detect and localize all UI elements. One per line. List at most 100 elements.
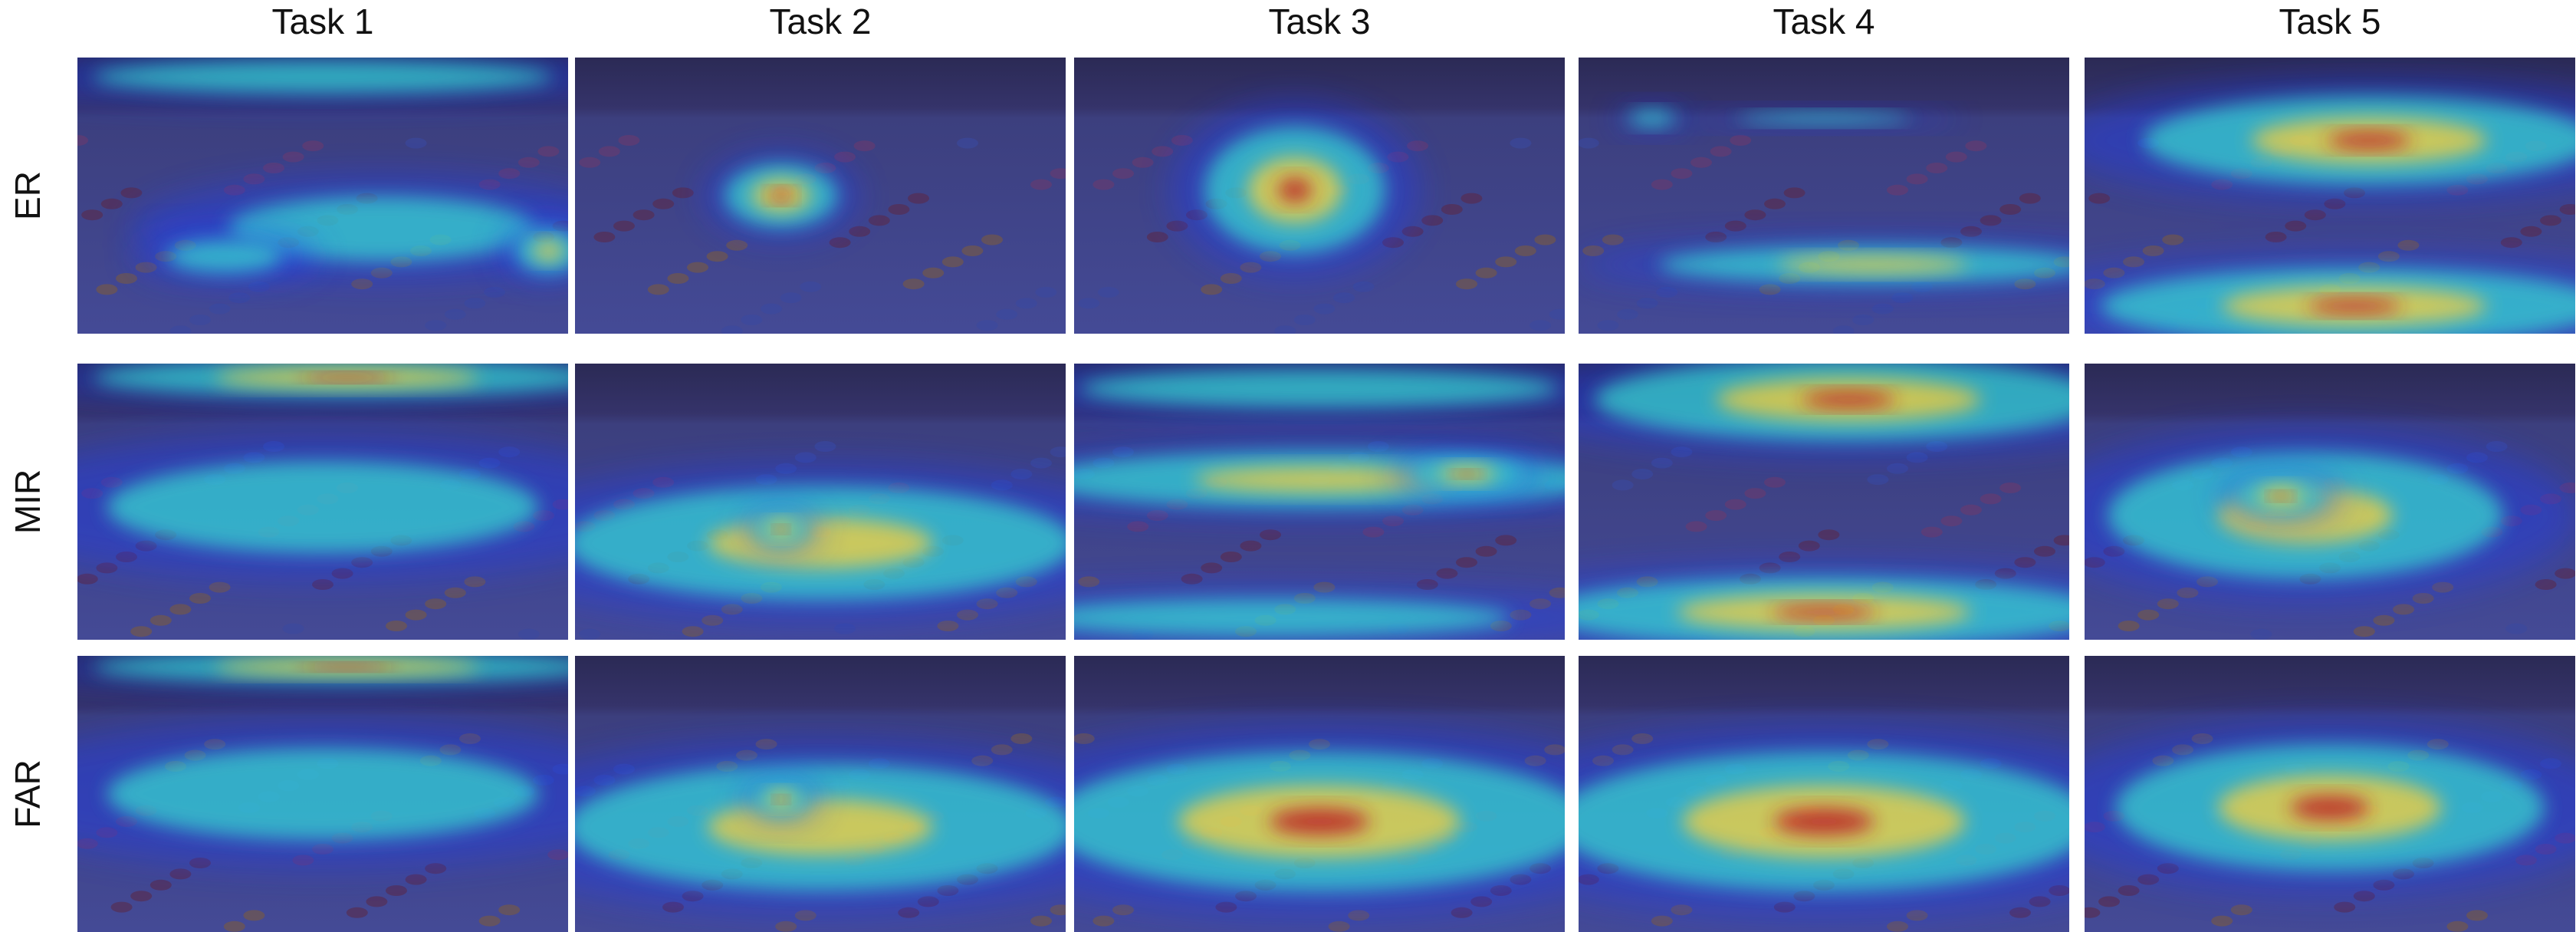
heatmap-image xyxy=(1579,656,2069,932)
toy-car xyxy=(1293,315,1316,325)
heat-overlay xyxy=(77,58,568,283)
toy-car xyxy=(1092,915,1115,927)
heat-blob xyxy=(300,374,395,381)
toy-car xyxy=(1475,545,1497,557)
row-label: FAR xyxy=(8,759,48,828)
toy-car xyxy=(726,239,748,251)
toy-car xyxy=(1127,521,1149,532)
toy-car xyxy=(1171,135,1193,146)
toy-car xyxy=(1617,308,1638,320)
toy-car xyxy=(547,849,568,861)
toy-car xyxy=(1475,267,1497,278)
toy-car xyxy=(618,135,640,146)
toy-car xyxy=(1050,904,1066,916)
toy-car xyxy=(1050,446,1066,458)
toy-car xyxy=(1960,504,1982,515)
toy-car xyxy=(282,151,304,163)
heat-blob xyxy=(533,241,564,261)
heat-overlay xyxy=(1074,724,1565,919)
toy-car xyxy=(1015,298,1037,309)
toy-car xyxy=(1352,281,1375,292)
toy-car xyxy=(1456,278,1477,290)
toy-car xyxy=(1744,209,1766,221)
toy-car xyxy=(1549,308,1565,320)
toy-car xyxy=(1891,292,1914,304)
heatmap-image xyxy=(77,656,568,932)
toy-car xyxy=(444,308,466,320)
toy-car xyxy=(2211,915,2233,927)
toy-car xyxy=(672,187,694,199)
toy-car xyxy=(2230,904,2252,916)
toy-car xyxy=(77,573,98,585)
column-header: Task 3 xyxy=(1269,2,1371,41)
toy-car xyxy=(2034,545,2055,557)
toy-car xyxy=(405,137,427,149)
toy-car xyxy=(1597,320,1619,331)
toy-car xyxy=(1887,184,1908,196)
toy-car xyxy=(120,187,143,199)
toy-car xyxy=(593,232,616,242)
toy-car xyxy=(1651,915,1673,927)
toy-car xyxy=(2334,901,2356,913)
toy-car xyxy=(2009,907,2031,918)
toy-car xyxy=(518,156,540,168)
toy-car xyxy=(1362,526,1385,538)
toy-car xyxy=(1852,315,1875,325)
heatmap-image xyxy=(2085,364,2575,640)
toy-car xyxy=(2520,226,2542,237)
toy-car xyxy=(169,325,192,334)
toy-car xyxy=(263,163,284,173)
toy-car xyxy=(100,198,123,209)
heat-overlay xyxy=(2085,719,2575,897)
toy-car xyxy=(1705,510,1727,521)
toy-car xyxy=(1798,540,1820,552)
toy-car xyxy=(849,226,871,237)
toy-car xyxy=(579,628,601,640)
toy-car xyxy=(613,220,635,232)
heatmap-image xyxy=(575,364,1066,640)
toy-car xyxy=(1495,535,1517,546)
toy-car xyxy=(2535,579,2557,590)
toy-car xyxy=(189,315,211,325)
toy-car xyxy=(96,284,118,295)
toy-car xyxy=(941,256,964,268)
toy-car xyxy=(761,303,782,315)
toy-car xyxy=(518,628,540,640)
toy-car xyxy=(2019,193,2041,204)
toy-car xyxy=(346,907,368,918)
heat-blob xyxy=(2272,492,2289,500)
heatmap-image xyxy=(1074,656,1565,932)
heat-blob xyxy=(1269,809,1370,835)
toy-car xyxy=(853,140,876,152)
toy-car xyxy=(1636,298,1658,309)
toy-car xyxy=(425,320,447,331)
heat-blob xyxy=(708,517,933,569)
toy-car xyxy=(243,910,265,921)
toy-car xyxy=(1906,173,1928,185)
toy-car xyxy=(425,863,447,874)
toy-car xyxy=(1779,552,1801,562)
toy-car xyxy=(2373,614,2395,626)
toy-car xyxy=(1260,529,1281,541)
toy-car xyxy=(1579,137,1599,149)
toy-car xyxy=(2162,234,2184,245)
toy-car xyxy=(77,135,88,146)
toy-car xyxy=(1945,151,1967,163)
toy-car xyxy=(1132,156,1154,168)
heat-blob xyxy=(1801,391,1896,407)
toy-car xyxy=(829,237,851,249)
toy-car xyxy=(961,245,984,256)
toy-car xyxy=(780,292,802,304)
toy-car xyxy=(1980,493,2002,505)
heatmap-image xyxy=(1074,58,1565,334)
toy-car xyxy=(1050,168,1066,179)
toy-car xyxy=(130,626,153,637)
column-header: Task 4 xyxy=(1773,2,1875,41)
heat-blob xyxy=(2327,132,2411,149)
toy-car xyxy=(1333,292,1355,304)
toy-car xyxy=(2285,220,2307,232)
toy-car xyxy=(1407,140,1428,152)
toy-car xyxy=(2555,568,2575,579)
toy-car xyxy=(1460,193,1483,204)
toy-car xyxy=(888,204,910,215)
